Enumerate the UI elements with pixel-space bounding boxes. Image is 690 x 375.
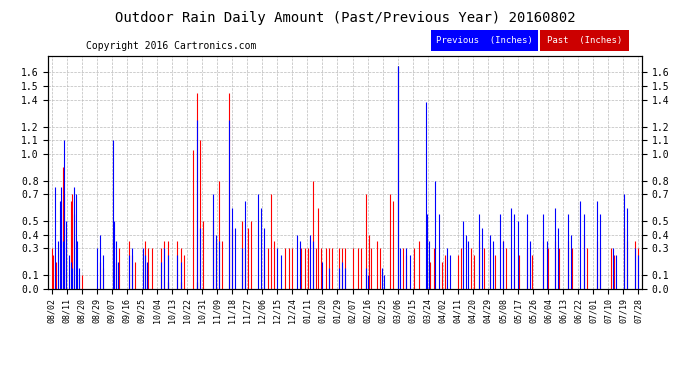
Text: Copyright 2016 Cartronics.com: Copyright 2016 Cartronics.com — [86, 41, 257, 51]
Text: Outdoor Rain Daily Amount (Past/Previous Year) 20160802: Outdoor Rain Daily Amount (Past/Previous… — [115, 11, 575, 25]
Text: Past  (Inches): Past (Inches) — [546, 36, 622, 45]
Text: Previous  (Inches): Previous (Inches) — [436, 36, 533, 45]
